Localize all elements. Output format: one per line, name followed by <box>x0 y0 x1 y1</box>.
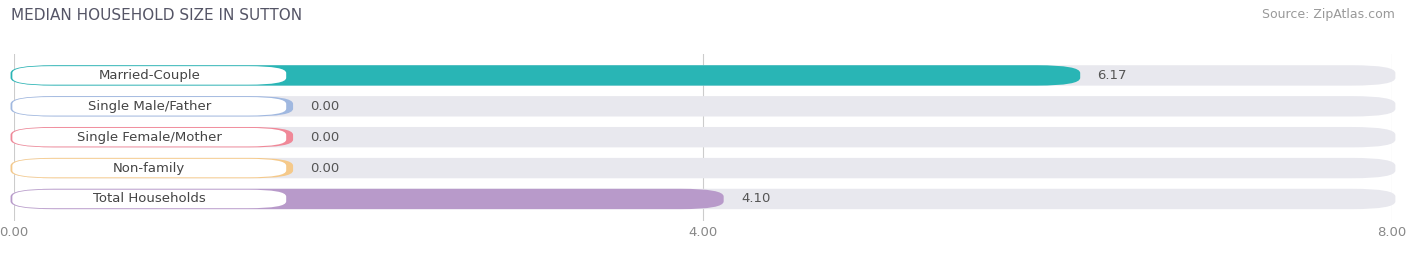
Text: 0.00: 0.00 <box>311 131 340 144</box>
Text: Married-Couple: Married-Couple <box>98 69 200 82</box>
FancyBboxPatch shape <box>13 190 287 208</box>
FancyBboxPatch shape <box>11 158 1395 178</box>
FancyBboxPatch shape <box>13 97 287 116</box>
FancyBboxPatch shape <box>11 96 292 116</box>
Text: 0.00: 0.00 <box>311 162 340 175</box>
FancyBboxPatch shape <box>11 96 1395 116</box>
FancyBboxPatch shape <box>11 127 292 147</box>
Text: Single Male/Father: Single Male/Father <box>87 100 211 113</box>
Text: MEDIAN HOUSEHOLD SIZE IN SUTTON: MEDIAN HOUSEHOLD SIZE IN SUTTON <box>11 8 302 23</box>
Text: 4.10: 4.10 <box>741 192 770 206</box>
FancyBboxPatch shape <box>13 128 287 146</box>
FancyBboxPatch shape <box>11 189 724 209</box>
Text: Source: ZipAtlas.com: Source: ZipAtlas.com <box>1261 8 1395 21</box>
FancyBboxPatch shape <box>11 158 292 178</box>
Text: 0.00: 0.00 <box>311 100 340 113</box>
FancyBboxPatch shape <box>11 65 1395 86</box>
Text: Single Female/Mother: Single Female/Mother <box>77 131 222 144</box>
FancyBboxPatch shape <box>13 159 287 177</box>
Text: Non-family: Non-family <box>112 162 186 175</box>
FancyBboxPatch shape <box>11 65 1080 86</box>
Text: Total Households: Total Households <box>93 192 205 206</box>
FancyBboxPatch shape <box>11 189 1395 209</box>
FancyBboxPatch shape <box>13 66 287 85</box>
Text: 6.17: 6.17 <box>1098 69 1128 82</box>
FancyBboxPatch shape <box>11 127 1395 147</box>
